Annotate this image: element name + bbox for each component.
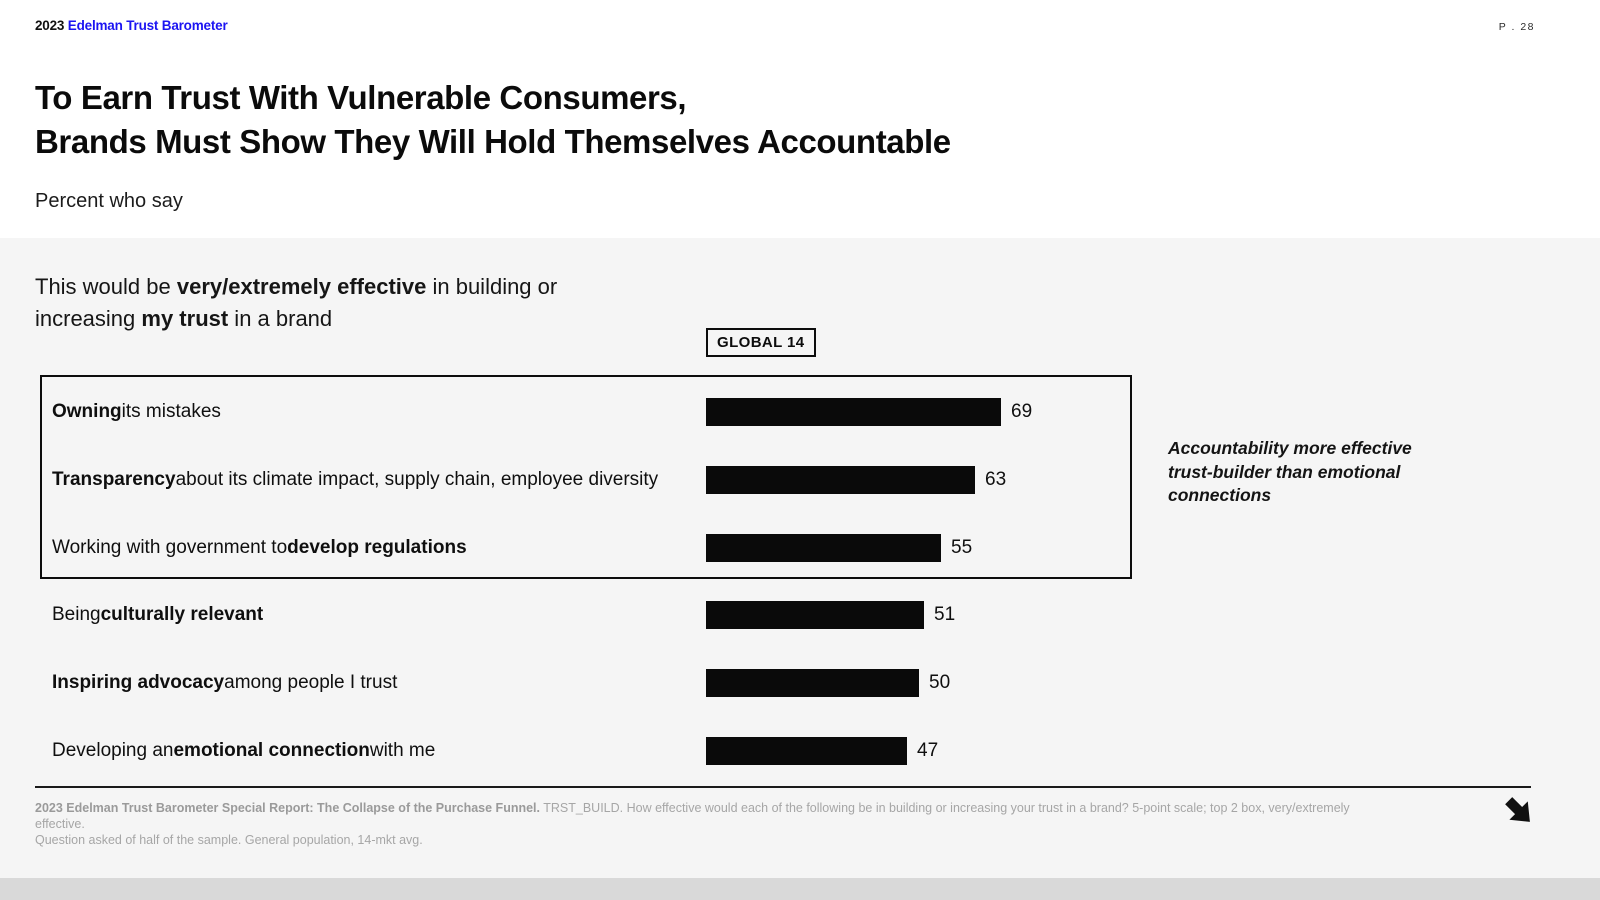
report-brand-name: Edelman Trust Barometer: [67, 18, 228, 33]
bar-value: 69: [1011, 401, 1033, 422]
page-title-line2: Brands Must Show They Will Hold Themselv…: [35, 123, 951, 160]
bar: [706, 737, 907, 765]
text-segment: emotional connection: [173, 740, 370, 761]
bar: [706, 669, 919, 697]
page-number: P . 28: [1498, 21, 1535, 33]
footer-sample-note: Question asked of half of the sample. Ge…: [35, 833, 423, 847]
bar: [706, 601, 924, 629]
footer-source-bold: 2023 Edelman Trust Barometer Special Rep…: [35, 801, 540, 815]
text-segment: develop regulations: [287, 537, 467, 558]
footer-source-rest: TRST_BUILD. How effective would each of …: [35, 801, 1350, 831]
text-segment: Developing an: [52, 740, 174, 761]
row-label: Inspiring advocacy among people I trust: [52, 669, 397, 697]
text-segment: Owning: [52, 401, 122, 422]
text-segment: Transparency: [52, 469, 176, 490]
footer-source-note: 2023 Edelman Trust Barometer Special Rep…: [35, 800, 1375, 848]
report-year: 2023: [35, 18, 65, 33]
bar-value: 47: [917, 740, 939, 761]
text-segment: Inspiring advocacy: [52, 672, 225, 693]
text-segment: Working with government to: [52, 537, 288, 558]
bar-value: 51: [934, 604, 956, 625]
text-segment: about its climate impact, supply chain, …: [175, 469, 659, 490]
text-segment: its mistakes: [121, 401, 221, 422]
annotation-accountability: Accountability more effective trust-buil…: [1168, 438, 1412, 505]
text-segment: very/extremely effective: [176, 274, 427, 299]
text-segment: Being: [52, 604, 101, 625]
page-title: To Earn Trust With Vulnerable Consumers,…: [35, 76, 951, 164]
text-segment: with me: [369, 740, 436, 761]
text-segment: in building or increasing: [35, 274, 558, 331]
footer-divider: [35, 786, 1531, 788]
page-subtitle: Percent who say: [35, 190, 183, 212]
bar: [706, 534, 941, 562]
accountability-highlight-box: [40, 375, 1132, 579]
report-brand: 2023 Edelman Trust Barometer: [35, 18, 228, 33]
bar: [706, 398, 1001, 426]
page-title-line1: To Earn Trust With Vulnerable Consumers,: [35, 79, 687, 116]
row-label: Working with government to develop regul…: [52, 534, 467, 562]
bar-value: 55: [951, 537, 973, 558]
row-label: Being culturally relevant: [52, 601, 263, 629]
bar: [706, 466, 975, 494]
text-segment: in a brand: [228, 305, 333, 331]
column-header-global14: GLOBAL 14: [706, 328, 816, 357]
text-segment: This would be: [35, 274, 177, 299]
text-segment: my trust: [141, 305, 229, 331]
row-label: Transparency about its climate impact, s…: [52, 466, 658, 494]
row-label: Developing an emotional connection with …: [52, 737, 435, 765]
bar-value: 50: [929, 672, 951, 693]
question-statement: This would be very/extremely effective i…: [35, 271, 595, 334]
row-label: Owning its mistakes: [52, 398, 221, 426]
text-segment: culturally relevant: [100, 604, 264, 625]
bottom-strip: [0, 878, 1600, 900]
text-segment: among people I trust: [224, 672, 398, 693]
bar-value: 63: [985, 469, 1007, 490]
next-slide-arrow-icon[interactable]: [1500, 793, 1540, 835]
